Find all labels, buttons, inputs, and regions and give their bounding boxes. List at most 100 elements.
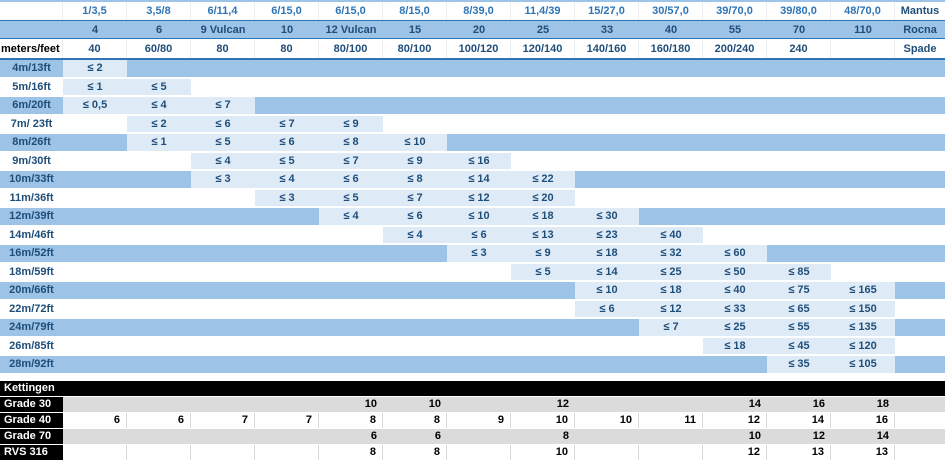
anchor-capacity-cell[interactable] <box>127 189 191 206</box>
anchor-capacity-cell[interactable]: ≤ 4 <box>319 208 383 225</box>
anchor-capacity-cell[interactable]: ≤ 10 <box>575 282 639 299</box>
chain-size-cell[interactable]: 14 <box>767 412 831 428</box>
anchor-capacity-cell[interactable] <box>447 134 511 151</box>
anchor-capacity-cell[interactable]: ≤ 33 <box>703 300 767 317</box>
chain-size-cell[interactable]: 10 <box>511 444 575 460</box>
chain-size-cell[interactable] <box>63 396 127 412</box>
anchor-capacity-cell[interactable] <box>511 300 575 317</box>
anchor-capacity-cell[interactable]: ≤ 105 <box>831 356 895 373</box>
chain-grade-label-cell[interactable]: Grade 40 <box>0 412 63 428</box>
brand-cell-rocna[interactable]: Rocna <box>903 23 937 36</box>
anchor-capacity-cell[interactable] <box>319 356 383 373</box>
anchor-capacity-cell[interactable] <box>319 282 383 299</box>
anchor-capacity-cell[interactable] <box>127 319 191 336</box>
anchor-capacity-cell[interactable]: ≤ 55 <box>767 319 831 336</box>
anchor-capacity-cell[interactable] <box>255 337 319 354</box>
anchor-model-header-cell[interactable]: 70 <box>792 23 806 36</box>
anchor-capacity-cell[interactable] <box>191 337 255 354</box>
boat-length-label-cell[interactable]: 6m/20ft <box>0 97 63 114</box>
anchor-capacity-cell[interactable] <box>383 337 447 354</box>
anchor-weight-header-cell[interactable]: 6/15,0 <box>255 2 319 20</box>
boat-length-label-cell[interactable]: 26m/85ft <box>0 337 63 354</box>
anchor-capacity-cell[interactable] <box>575 356 639 373</box>
anchor-capacity-cell[interactable] <box>511 78 575 95</box>
chain-size-cell[interactable]: 6 <box>127 412 191 428</box>
anchor-capacity-cell[interactable] <box>703 115 767 132</box>
boat-length-label-cell[interactable]: 20m/66ft <box>0 282 63 299</box>
anchor-capacity-cell[interactable] <box>447 300 511 317</box>
anchor-capacity-cell[interactable] <box>767 245 831 262</box>
anchor-model-header-cell[interactable]: 9 Vulcan <box>200 23 246 36</box>
anchor-capacity-cell[interactable] <box>767 134 831 151</box>
anchor-capacity-cell[interactable] <box>319 60 383 77</box>
chain-size-cell[interactable]: 10 <box>511 412 575 428</box>
anchor-capacity-cell[interactable] <box>703 60 767 77</box>
chain-size-cell[interactable] <box>255 396 319 412</box>
anchor-capacity-cell[interactable]: ≤ 0,5 <box>63 97 127 114</box>
anchor-capacity-cell[interactable] <box>575 115 639 132</box>
rode-length-header-cell[interactable]: 120/140 <box>511 39 575 58</box>
rode-length-header-cell[interactable]: 80 <box>191 39 255 58</box>
anchor-capacity-cell[interactable]: ≤ 135 <box>831 319 895 336</box>
anchor-capacity-cell[interactable]: ≤ 18 <box>639 282 703 299</box>
boat-length-label-cell[interactable]: 8m/26ft <box>0 134 63 151</box>
anchor-capacity-cell[interactable] <box>255 300 319 317</box>
boat-length-label-cell[interactable]: 12m/39ft <box>0 208 63 225</box>
anchor-capacity-cell[interactable] <box>255 282 319 299</box>
chain-size-cell[interactable] <box>191 428 255 444</box>
anchor-capacity-cell[interactable] <box>831 245 895 262</box>
anchor-capacity-cell[interactable] <box>319 319 383 336</box>
anchor-model-header-cell[interactable]: 25 <box>536 23 550 36</box>
anchor-capacity-cell[interactable] <box>63 208 127 225</box>
chain-size-cell[interactable]: 18 <box>831 396 895 412</box>
anchor-capacity-cell[interactable]: ≤ 25 <box>703 319 767 336</box>
brand-cell-mantus[interactable]: Mantus <box>900 5 940 17</box>
anchor-capacity-cell[interactable]: ≤ 65 <box>767 300 831 317</box>
anchor-capacity-cell[interactable]: ≤ 6 <box>191 115 255 132</box>
anchor-capacity-cell[interactable]: ≤ 10 <box>383 134 447 151</box>
anchor-capacity-cell[interactable] <box>511 319 575 336</box>
boat-length-label-cell[interactable]: 14m/46ft <box>0 226 63 243</box>
anchor-weight-header-cell[interactable]: 30/57,0 <box>639 2 703 20</box>
anchor-capacity-cell[interactable] <box>575 319 639 336</box>
anchor-capacity-cell[interactable] <box>191 300 255 317</box>
anchor-capacity-cell[interactable] <box>191 226 255 243</box>
anchor-capacity-cell[interactable] <box>383 263 447 280</box>
chain-size-cell[interactable]: 16 <box>831 412 895 428</box>
rode-length-header-cell[interactable]: 80/100 <box>383 39 447 58</box>
anchor-capacity-cell[interactable]: ≤ 165 <box>831 282 895 299</box>
anchor-capacity-cell[interactable]: ≤ 3 <box>255 189 319 206</box>
anchor-capacity-cell[interactable] <box>63 171 127 188</box>
anchor-capacity-cell[interactable]: ≤ 30 <box>575 208 639 225</box>
anchor-capacity-cell[interactable] <box>63 134 127 151</box>
anchor-capacity-cell[interactable] <box>447 78 511 95</box>
anchor-capacity-cell[interactable] <box>767 171 831 188</box>
anchor-capacity-cell[interactable] <box>319 263 383 280</box>
chain-size-cell[interactable] <box>127 428 191 444</box>
rode-length-header-cell[interactable]: 80 <box>255 39 319 58</box>
anchor-capacity-cell[interactable] <box>383 319 447 336</box>
chain-size-cell[interactable] <box>575 396 639 412</box>
anchor-capacity-cell[interactable] <box>127 263 191 280</box>
anchor-capacity-cell[interactable]: ≤ 8 <box>319 134 383 151</box>
anchor-capacity-cell[interactable] <box>703 356 767 373</box>
anchor-capacity-cell[interactable] <box>511 60 575 77</box>
boat-length-label-cell[interactable]: 11m/36ft <box>0 189 63 206</box>
chain-size-cell[interactable]: 12 <box>511 396 575 412</box>
anchor-capacity-cell[interactable] <box>831 208 895 225</box>
anchor-capacity-cell[interactable] <box>447 282 511 299</box>
chain-size-cell[interactable]: 12 <box>703 444 767 460</box>
anchor-capacity-cell[interactable] <box>639 60 703 77</box>
anchor-capacity-cell[interactable] <box>319 226 383 243</box>
chain-size-cell[interactable] <box>191 396 255 412</box>
anchor-capacity-cell[interactable] <box>383 115 447 132</box>
anchor-capacity-cell[interactable] <box>831 152 895 169</box>
anchor-capacity-cell[interactable] <box>447 263 511 280</box>
anchor-capacity-cell[interactable] <box>767 115 831 132</box>
anchor-capacity-cell[interactable] <box>63 263 127 280</box>
anchor-capacity-cell[interactable]: ≤ 32 <box>639 245 703 262</box>
anchor-capacity-cell[interactable] <box>191 189 255 206</box>
anchor-capacity-cell[interactable]: ≤ 7 <box>255 115 319 132</box>
anchor-capacity-cell[interactable] <box>191 60 255 77</box>
anchor-weight-header-cell[interactable]: 8/15,0 <box>383 2 447 20</box>
